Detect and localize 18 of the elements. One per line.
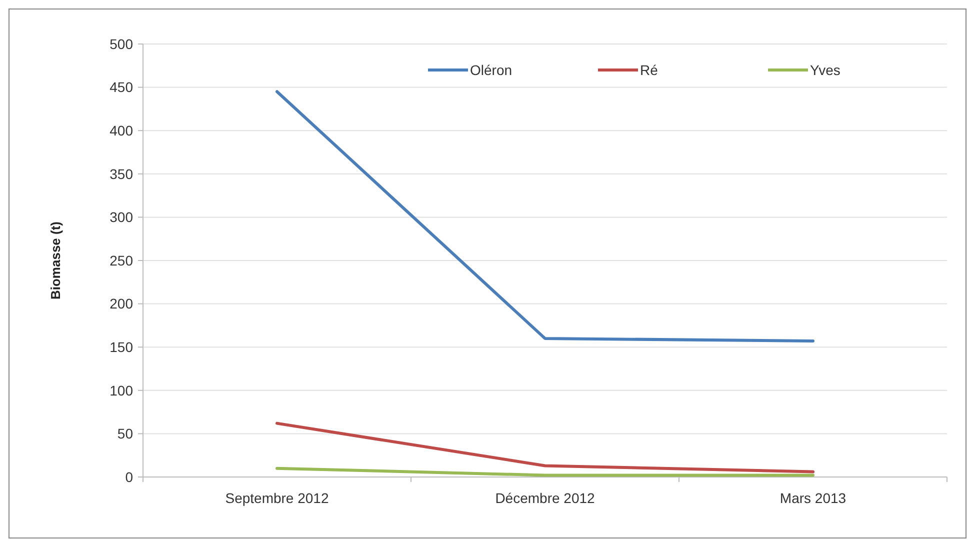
y-tick-label: 350 xyxy=(110,166,134,182)
y-tick-label: 250 xyxy=(110,252,134,268)
x-tick-label: Décembre 2012 xyxy=(495,490,596,506)
y-tick-label: 0 xyxy=(125,468,134,485)
y-tick-label: 400 xyxy=(110,122,134,138)
x-tick-label: Mars 2013 xyxy=(780,490,846,506)
y-tick-label: 50 xyxy=(117,426,134,442)
legend-label: Oléron xyxy=(470,62,512,78)
x-tick-label: Septembre 2012 xyxy=(225,490,329,506)
y-tick-label: 300 xyxy=(110,209,134,226)
legend-label: Yves xyxy=(810,62,840,78)
legend-label: Ré xyxy=(640,62,658,78)
y-tick-label: 100 xyxy=(110,382,134,398)
y-tick-label: 150 xyxy=(110,339,134,355)
y-tick-label: 200 xyxy=(110,296,134,312)
y-tick-label: 450 xyxy=(110,79,134,96)
y-tick-label: 500 xyxy=(110,36,134,52)
y-axis-title: Biomasse (t) xyxy=(48,221,63,300)
